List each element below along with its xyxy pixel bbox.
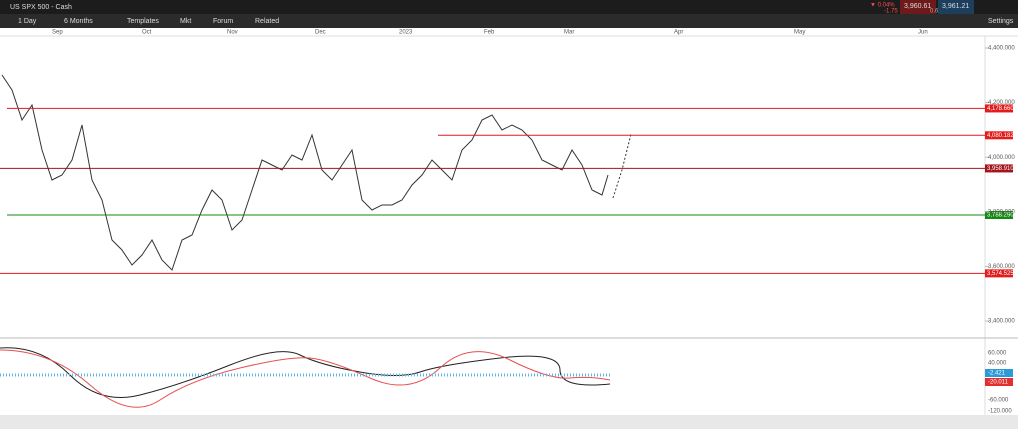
indicator-label: -2.421 bbox=[988, 371, 1006, 377]
month-label: Mar bbox=[564, 30, 574, 36]
ask: 3,961.21 bbox=[942, 3, 969, 10]
interval-button[interactable]: 1 Day bbox=[18, 18, 37, 25]
range-button[interactable]: 6 Months bbox=[64, 18, 93, 25]
month-label: Feb bbox=[484, 30, 495, 36]
top-bar bbox=[0, 0, 1018, 14]
month-label: Jun bbox=[918, 30, 928, 36]
indicator-label-box bbox=[985, 369, 1013, 377]
month-label: Sep bbox=[52, 30, 63, 36]
templates-button[interactable]: Templates bbox=[127, 18, 159, 25]
macd-line bbox=[0, 347, 611, 398]
y-tick-label: 3,600.000 bbox=[988, 264, 1015, 270]
y-tick-label: 4,200.000 bbox=[988, 100, 1015, 106]
month-label: May bbox=[794, 30, 805, 36]
level-label: 4,178.660 bbox=[987, 106, 1014, 112]
signal-line bbox=[0, 349, 611, 408]
indicator-label: -20.011 bbox=[988, 380, 1009, 386]
month-label: Nov bbox=[227, 30, 238, 36]
month-label: Oct bbox=[142, 30, 152, 36]
instrument[interactable]: US SPX 500 - Cash bbox=[10, 4, 72, 11]
mkt-button[interactable]: Mkt bbox=[180, 18, 191, 25]
month-label: Dec bbox=[315, 30, 326, 36]
indicator-tick: -60.000 bbox=[988, 398, 1009, 404]
indicator-tick: -120.000 bbox=[988, 409, 1012, 415]
ask-box[interactable] bbox=[938, 0, 974, 14]
projection bbox=[612, 133, 632, 199]
spread: 0.6 bbox=[930, 9, 939, 15]
y-tick-label: 4,000.000 bbox=[988, 155, 1015, 161]
indicator-tick: 60.000 bbox=[988, 351, 1007, 357]
price-line bbox=[1, 74, 609, 271]
month-axis: Sep Oct Nov Dec 2023 Feb Mar Apr May Jun bbox=[52, 30, 928, 36]
indicator-label-box bbox=[985, 378, 1013, 386]
y-tick-label: 4,400.000 bbox=[988, 46, 1015, 52]
related-button[interactable]: Related bbox=[255, 18, 279, 25]
level-label-box bbox=[985, 210, 1013, 219]
indicator-tick: 40.000 bbox=[988, 361, 1007, 367]
toolbar bbox=[0, 14, 1018, 28]
level-label: 3,958.910 bbox=[987, 166, 1014, 172]
status-bar bbox=[0, 415, 1018, 429]
month-label: Apr bbox=[674, 30, 683, 36]
change: -1.75 bbox=[884, 9, 898, 15]
y-tick-label: 3,400.000 bbox=[988, 319, 1015, 325]
month-label: 2023 bbox=[399, 30, 413, 36]
level-label-box bbox=[985, 131, 1013, 140]
level-label-box bbox=[985, 104, 1013, 113]
y-tick-label: 3,800.000 bbox=[988, 209, 1015, 215]
bid-box[interactable] bbox=[900, 0, 936, 14]
level-label: 3,574.525 bbox=[987, 271, 1014, 277]
level-label: 4,080.182 bbox=[987, 133, 1014, 139]
forum-button[interactable]: Forum bbox=[213, 18, 233, 25]
settings-button[interactable]: Settings bbox=[988, 18, 1014, 25]
levels: 4,178.660 4,080.182 3,958.910 3,788.290 3,57… bbox=[0, 104, 1014, 278]
change-pct: ▼ 0.04% bbox=[870, 3, 895, 9]
bid: 3,960.61 bbox=[904, 3, 931, 10]
level-label-box bbox=[985, 269, 1013, 278]
level-label: 3,788.290 bbox=[987, 213, 1014, 219]
level-label-box bbox=[985, 164, 1013, 173]
